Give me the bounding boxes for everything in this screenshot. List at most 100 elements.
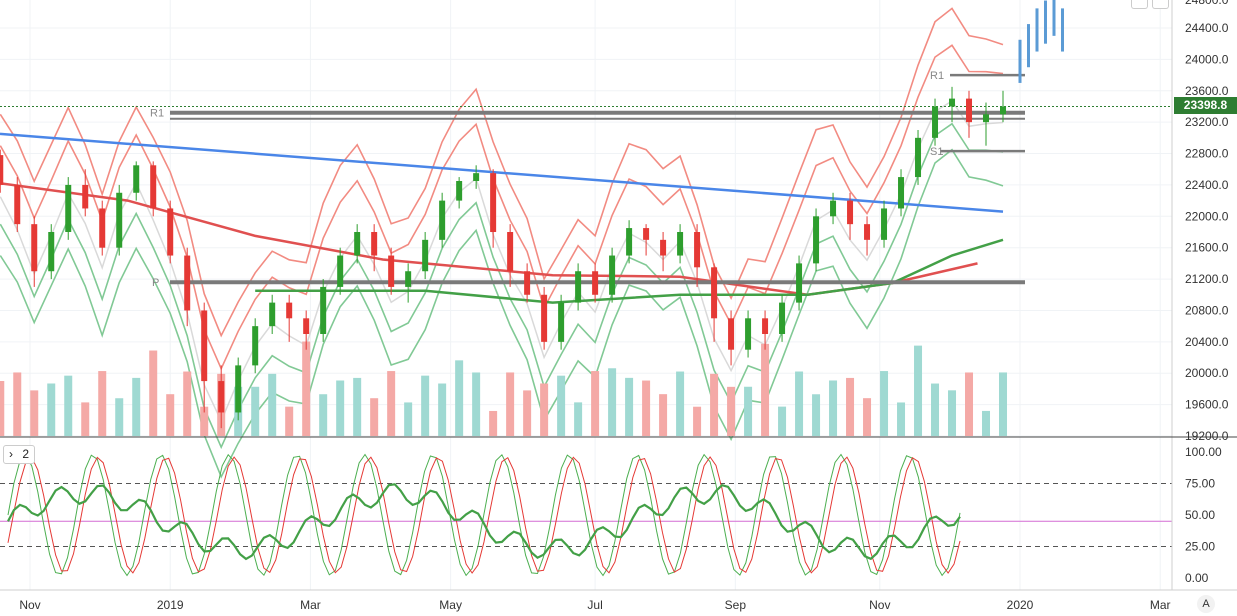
candle-body [116,192,123,248]
candle-body [133,165,140,193]
rsi-line [7,483,961,561]
volume-bar [13,372,22,436]
price-tick-label: 24400.0 [1185,21,1229,35]
volume-bar [98,371,107,436]
bb-lower-outer [0,148,1004,479]
candle-body [745,318,752,350]
volume-bar [183,371,192,436]
volume-bar [387,371,396,436]
oscillator-pane-toggle[interactable]: › 2 [3,445,35,464]
candle-body [949,98,956,107]
candle-body [48,232,55,272]
candle-body [898,177,905,209]
oscillator-tick-label: 75.00 [1185,477,1215,491]
price-tick-label: 23600.0 [1185,84,1229,98]
pane-control-icon[interactable] [1152,0,1169,9]
volume-bar [336,380,345,436]
volume-bar [625,377,634,436]
volume-bar [166,394,175,436]
volume-bar [812,394,821,436]
candle-body [354,232,361,256]
candle-body [507,232,514,272]
volume-bar [608,368,617,436]
candle-body [915,137,922,178]
volume-bar [0,381,5,436]
time-tick-label: Nov [869,598,890,612]
volume-bar [727,386,736,436]
candle-body [473,173,480,181]
candle-body [983,114,990,123]
candle-body [439,200,446,240]
candle-body [864,224,871,240]
time-tick-label: Sep [725,598,747,612]
volume-bar [591,371,600,436]
volume-bar [472,372,481,436]
candle-body [252,326,259,366]
volume-bar [914,345,923,436]
volume-bar [149,350,158,436]
candle-body [609,255,616,295]
candle-body [779,302,786,334]
volume-bar [489,410,498,436]
volume-bar [506,372,515,436]
candle-body [269,302,276,327]
volume-bar [999,372,1008,436]
volume-bar [965,372,974,436]
level-label: R1 [150,108,164,120]
price-tick-label: 24000.0 [1185,52,1229,66]
candle-body [1000,106,1007,115]
volume-bar [523,390,532,436]
volume-bar [268,373,277,436]
candle-body [150,165,157,209]
price-tick-label: 23200.0 [1185,115,1229,129]
candle-body [847,200,854,225]
stoch-k-line [7,453,961,577]
candle-body [796,263,803,303]
volume-bar [319,394,328,436]
candle-body [558,302,565,342]
price-tick-label: 24800.0 [1185,0,1229,7]
oscillator-tick-label: 100.00 [1185,445,1222,459]
candle-body [235,365,242,413]
oscillator-tick-label: 25.00 [1185,540,1215,554]
candle-body [218,381,225,413]
price-tick-label: 21200.0 [1185,272,1229,286]
candle-body [643,228,650,240]
candle-body [830,200,837,217]
volume-bar [948,390,957,436]
price-tick-label: 19200.0 [1185,429,1229,443]
candle-body [422,239,429,272]
volume-bar [370,398,379,436]
price-tick-label: 22400.0 [1185,178,1229,192]
pane-control-icon[interactable] [1131,0,1148,9]
volume-bar [455,360,464,436]
chevron-right-icon: › [9,447,13,461]
candle-body [99,208,106,248]
pane-toggle-label: 2 [22,447,30,461]
projection-bars [1018,0,1064,83]
candle-body [575,271,582,303]
candle-body [286,302,293,319]
time-tick-label: Mar [300,598,321,612]
candle-body [65,184,72,232]
time-tick-label: Mar [1150,598,1171,612]
level-label: P [152,277,159,289]
volume-bar [251,386,260,436]
price-tick-label: 20800.0 [1185,303,1229,317]
price-tick-label: 22000.0 [1185,209,1229,223]
auto-scale-button[interactable]: A [1197,595,1215,613]
time-tick-label: 2020 [1007,598,1034,612]
price-tick-label: 20400.0 [1185,335,1229,349]
volume-bar [795,371,804,436]
candle-body [677,232,684,256]
volume-bar [47,383,56,436]
volume-bar [778,406,787,436]
price-tick-label: 20000.0 [1185,366,1229,380]
volume-bar [540,383,549,436]
price-tick-label: 19600.0 [1185,398,1229,412]
level-label: R1 [930,70,944,82]
candle-body [592,271,599,295]
oscillator-tick-label: 0.00 [1185,571,1209,585]
